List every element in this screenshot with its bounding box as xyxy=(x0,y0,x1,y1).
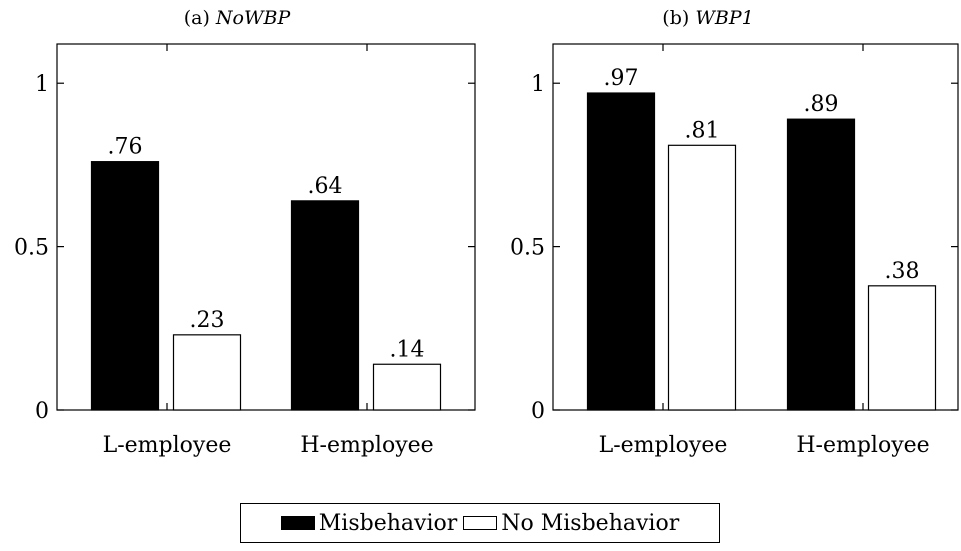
legend-swatch-no-misbehavior xyxy=(463,516,498,530)
legend-entry-no-misbehavior: No Misbehavior xyxy=(463,511,679,536)
data-label-misbehavior: .97 xyxy=(604,66,639,91)
y-tick-label: 0 xyxy=(531,399,545,424)
bar-no-misbehavior xyxy=(172,334,242,411)
bar-misbehavior xyxy=(290,200,360,411)
panel-title-b: (b) WBP1 xyxy=(662,7,753,29)
plot-frame-b xyxy=(552,43,959,411)
y-tick-label: 0.5 xyxy=(14,236,49,261)
x-tick-label: L-employee xyxy=(103,433,232,458)
data-label-misbehavior: .89 xyxy=(804,92,839,117)
legend-label-misbehavior: Misbehavior xyxy=(318,510,458,536)
legend: Misbehavior No Misbehavior xyxy=(240,503,720,543)
bar-misbehavior xyxy=(786,118,856,411)
bar-no-misbehavior xyxy=(867,285,937,411)
panel-title-text: WBP1 xyxy=(695,7,753,29)
x-tick-label: H-employee xyxy=(796,433,929,458)
x-tick-label: H-employee xyxy=(300,433,433,458)
y-tick-label: 1 xyxy=(531,72,545,97)
data-label-no-misbehavior: .23 xyxy=(190,308,225,333)
bar-misbehavior xyxy=(90,161,160,411)
panel-title-prefix: (a) xyxy=(184,7,216,29)
bar-no-misbehavior xyxy=(667,144,737,411)
y-tick-label: 0 xyxy=(35,399,49,424)
y-tick-label: 1 xyxy=(35,72,49,97)
data-label-misbehavior: .76 xyxy=(108,135,143,160)
plot-frame-a xyxy=(56,43,476,411)
legend-entry-misbehavior: Misbehavior xyxy=(280,510,458,536)
panel-title-a: (a) NoWBP xyxy=(184,7,292,29)
legend-label-no-misbehavior: No Misbehavior xyxy=(501,510,680,536)
legend-swatch-misbehavior xyxy=(280,516,315,530)
data-label-no-misbehavior: .38 xyxy=(885,259,920,284)
panel-title-prefix: (b) xyxy=(662,7,695,29)
data-label-no-misbehavior: .14 xyxy=(390,337,425,362)
bar-no-misbehavior xyxy=(372,363,442,411)
data-label-no-misbehavior: .81 xyxy=(685,118,720,143)
data-label-misbehavior: .64 xyxy=(308,174,343,199)
panel-title-text: NoWBP xyxy=(215,7,292,29)
x-tick-label: L-employee xyxy=(599,433,728,458)
bar-misbehavior xyxy=(586,92,656,411)
y-tick-label: 0.5 xyxy=(510,236,545,261)
